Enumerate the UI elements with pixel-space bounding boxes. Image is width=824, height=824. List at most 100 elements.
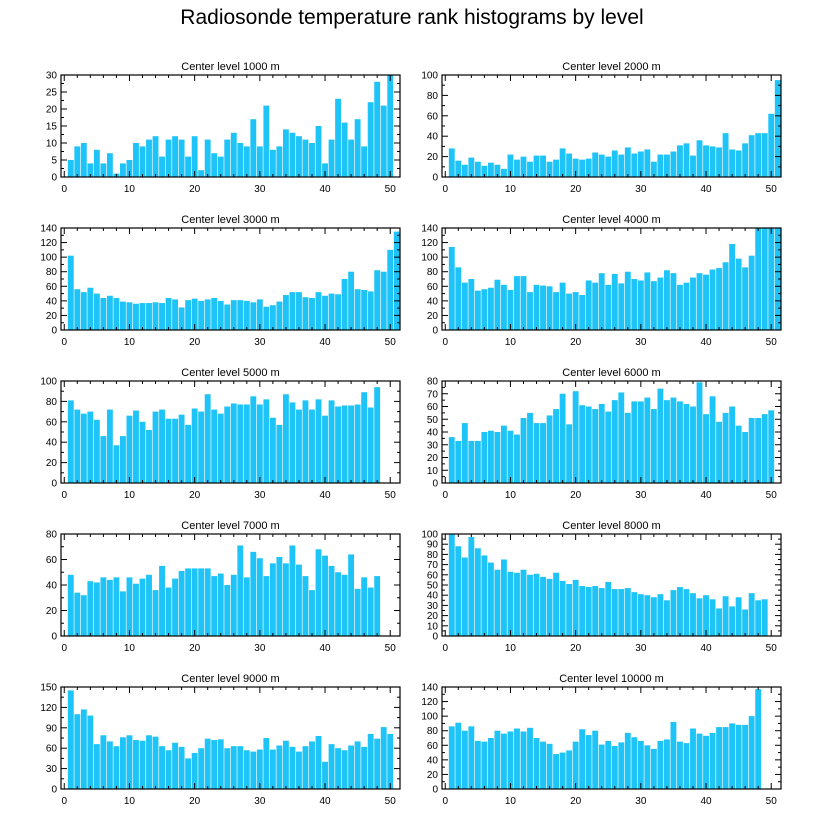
histogram-bar — [328, 400, 335, 483]
histogram-bar — [455, 267, 462, 330]
histogram-bar — [683, 143, 690, 177]
histogram-bar — [585, 280, 592, 330]
histogram-bar — [474, 161, 481, 177]
histogram-bar — [335, 406, 341, 483]
x-tick-label: 10 — [124, 184, 136, 195]
histogram-bar — [126, 160, 133, 177]
histogram-bar — [256, 146, 263, 177]
histogram-bar — [735, 150, 742, 177]
histogram-bar — [494, 164, 501, 177]
histogram-bar — [644, 272, 651, 330]
histogram-bar — [690, 406, 696, 483]
histogram-bar — [631, 401, 638, 483]
y-tick-label: 100 — [421, 712, 438, 723]
x-tick-label: 0 — [442, 184, 448, 195]
histogram-bar — [618, 589, 625, 636]
histogram-bar — [289, 545, 296, 636]
histogram-bar — [533, 423, 540, 483]
x-tick-label: 50 — [766, 490, 778, 501]
histogram-bar — [755, 600, 762, 636]
histogram-bar — [585, 735, 592, 789]
histogram-bar — [341, 750, 348, 789]
chart-panel: Center level 1000 m 0 10 20 30 40 50 0 5 10 15 20 25… — [46, 61, 401, 195]
histogram-bar — [722, 262, 729, 330]
histogram-bar — [670, 721, 677, 789]
histogram-bar — [178, 414, 185, 483]
histogram-bar — [374, 738, 381, 789]
histogram-bar — [455, 722, 462, 789]
histogram-bar — [559, 752, 566, 789]
y-tick-label: 0 — [51, 632, 57, 643]
histogram-bar — [120, 737, 126, 789]
x-tick-label: 50 — [385, 337, 397, 348]
histogram-bar — [761, 599, 768, 636]
histogram-bar — [637, 151, 644, 177]
histogram-bar — [113, 297, 120, 330]
histogram-bar — [670, 397, 677, 483]
histogram-bar — [100, 577, 107, 636]
histogram-bar — [670, 151, 677, 177]
y-tick-label: 40 — [427, 428, 439, 439]
histogram-bar — [468, 537, 475, 636]
histogram-bar — [289, 402, 296, 483]
histogram-bar — [263, 576, 270, 636]
histogram-bar — [690, 728, 696, 789]
histogram-bar — [722, 596, 729, 636]
chart-title: Center level 5000 m — [181, 367, 279, 379]
histogram-bar — [224, 139, 231, 177]
histogram-bar — [159, 565, 165, 636]
histogram-bar — [106, 579, 113, 636]
histogram-bar — [133, 303, 139, 330]
histogram-bar — [637, 280, 644, 330]
histogram-bar — [742, 267, 749, 330]
histogram-bar — [191, 568, 198, 636]
histogram-bar — [269, 749, 276, 789]
histogram-bar — [185, 424, 192, 483]
x-tick-label: 0 — [442, 337, 448, 348]
histogram-bar — [663, 400, 670, 483]
histogram-bar — [354, 119, 361, 177]
histogram-bar — [354, 588, 361, 636]
histogram-bar — [198, 300, 205, 330]
histogram-bar — [361, 392, 368, 483]
y-tick-label: 60 — [427, 741, 439, 752]
histogram-bar — [663, 154, 670, 177]
histogram-bar — [487, 738, 494, 789]
histogram-bar — [553, 159, 560, 177]
histogram-bar — [139, 740, 146, 789]
histogram-bar — [533, 284, 540, 330]
y-tick-label: 100 — [40, 377, 57, 388]
y-tick-label: 40 — [46, 438, 58, 449]
histogram-bar — [367, 733, 374, 789]
histogram-bar — [742, 143, 749, 177]
histogram-bar — [709, 599, 716, 636]
histogram-bar — [474, 440, 481, 483]
histogram-bar — [126, 302, 133, 330]
x-tick-label: 50 — [766, 337, 778, 348]
histogram-bar — [585, 406, 592, 483]
histogram-bar — [243, 146, 250, 177]
histogram-bar — [282, 394, 289, 483]
histogram-bar — [585, 587, 592, 636]
histogram-bar — [514, 159, 520, 177]
histogram-bar — [716, 147, 722, 177]
x-tick-label: 10 — [505, 643, 517, 654]
y-tick-label: 5 — [51, 156, 57, 167]
histogram-bar — [461, 557, 468, 636]
histogram-bar — [761, 133, 768, 177]
histogram-bar — [579, 159, 586, 177]
histogram-bar — [217, 739, 224, 789]
x-tick-label: 50 — [385, 796, 397, 807]
histogram-bar — [696, 382, 703, 483]
histogram-bar — [113, 746, 120, 789]
histogram-bar — [683, 743, 690, 789]
histogram-bar — [374, 387, 381, 483]
histogram-bar — [380, 105, 387, 177]
histogram-bar — [566, 424, 573, 483]
y-tick-label: 0 — [51, 173, 57, 184]
histogram-bar — [224, 406, 231, 483]
histogram-bar — [296, 292, 302, 330]
x-tick-label: 30 — [254, 796, 266, 807]
x-tick-label: 40 — [319, 184, 331, 195]
histogram-bar — [553, 292, 560, 330]
